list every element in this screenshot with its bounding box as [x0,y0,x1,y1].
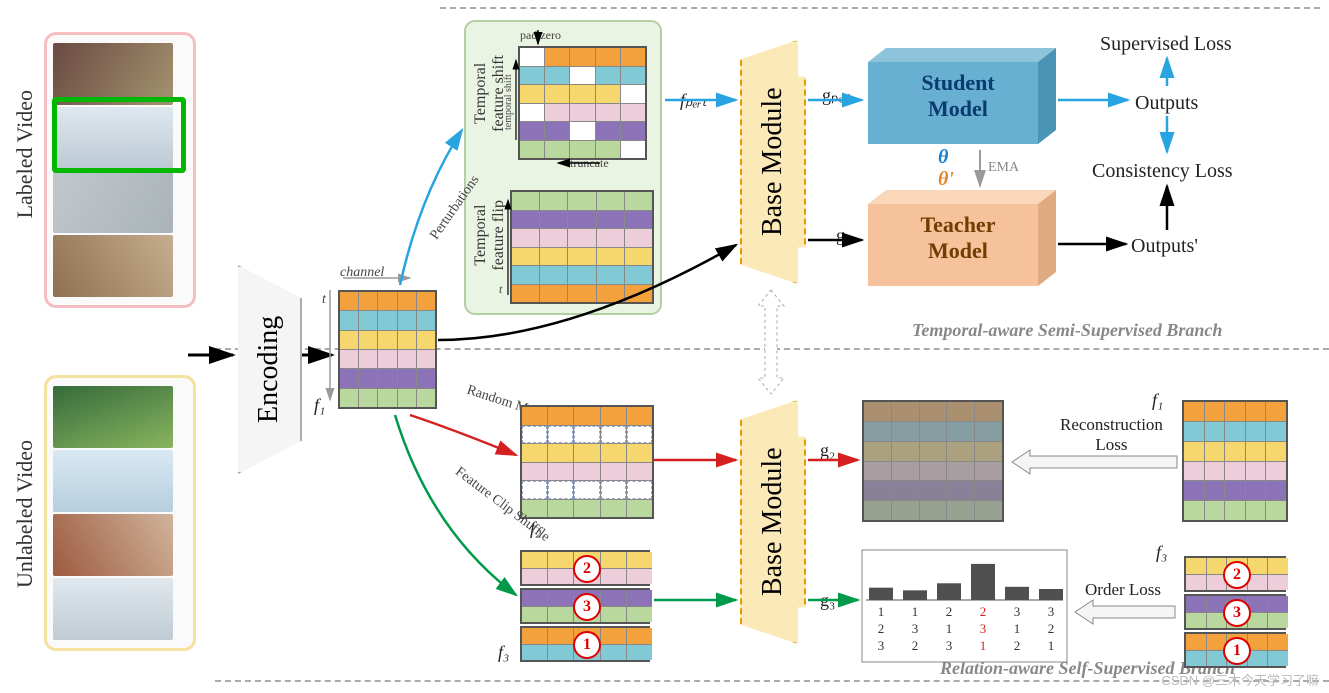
arrow-layer [0,0,1329,693]
watermark: CSDN @三木今天学习了嘛 [1161,670,1319,689]
